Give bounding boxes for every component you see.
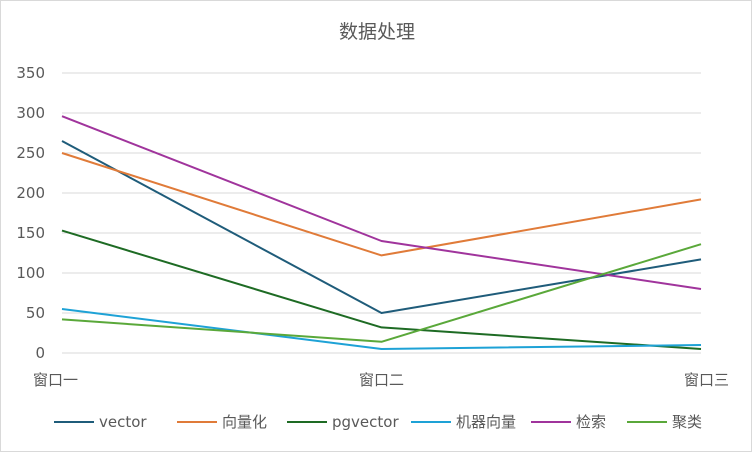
legend-label: 检索 [576, 413, 606, 431]
series-line-1 [61, 140, 702, 314]
y-tick-label: 0 [35, 344, 45, 362]
legend: vector 向量化 pgvector 机器向量 检索 聚类 [54, 413, 702, 431]
series-line-6 [61, 243, 702, 343]
legend-label: pgvector [332, 413, 399, 431]
y-tick-label: 200 [16, 184, 45, 202]
y-tick-label: 350 [16, 64, 45, 82]
series-line-4 [61, 308, 702, 350]
series-line-3 [61, 229, 702, 350]
legend-item-6: 聚类 [627, 413, 702, 431]
x-tick-label: 窗口三 [684, 371, 729, 389]
y-axis-ticks: 0 50 100 150 200 250 300 350 [16, 64, 45, 362]
chart-title: 数据处理 [339, 21, 415, 43]
x-tick-label: 窗口一 [33, 371, 78, 389]
x-axis-ticks: 窗口一 窗口二 窗口三 [33, 371, 729, 389]
legend-label: vector [99, 413, 147, 431]
series-layer [61, 115, 702, 350]
legend-item-5: 检索 [531, 413, 606, 431]
y-tick-label: 300 [16, 104, 45, 122]
legend-label: 聚类 [672, 413, 702, 431]
legend-item-4: 机器向量 [411, 413, 516, 431]
y-tick-label: 150 [16, 224, 45, 242]
y-tick-label: 100 [16, 264, 45, 282]
x-tick-label: 窗口二 [359, 371, 404, 389]
legend-label: 向量化 [222, 413, 267, 431]
y-tick-label: 50 [26, 304, 45, 322]
series-line-2 [61, 152, 702, 257]
grid-layer [62, 72, 701, 354]
series-line-5 [61, 115, 702, 290]
y-tick-label: 250 [16, 144, 45, 162]
legend-item-2: 向量化 [177, 413, 267, 431]
legend-item-3: pgvector [287, 413, 399, 431]
legend-item-1: vector [54, 413, 147, 431]
legend-label: 机器向量 [456, 413, 516, 431]
